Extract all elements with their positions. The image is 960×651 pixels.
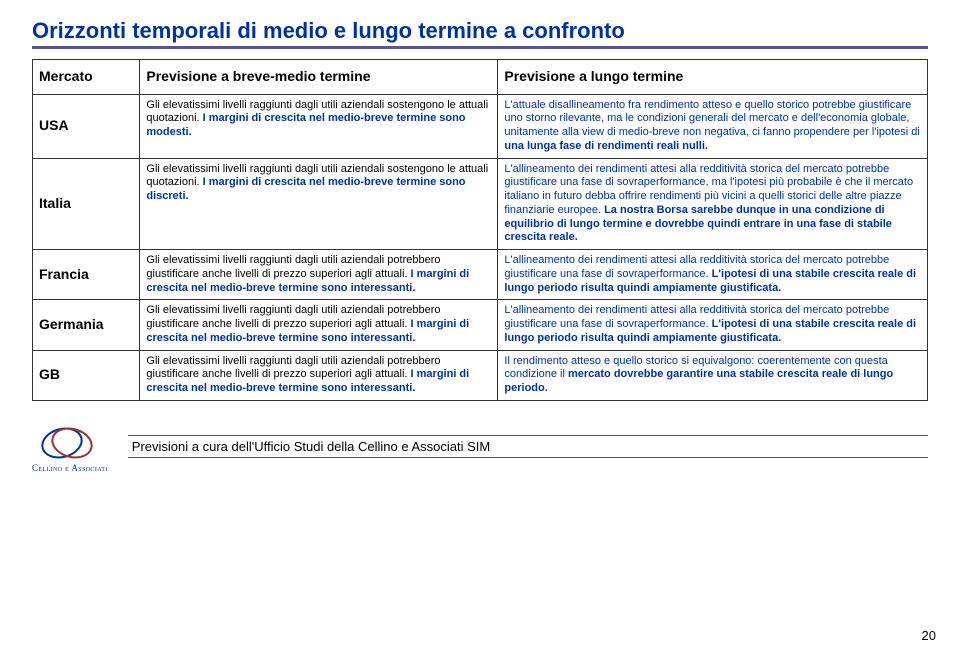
short-plain-text: Gli elevatissimi livelli raggiunti dagli… — [146, 304, 440, 330]
title-underline — [32, 46, 928, 49]
table-header-row: Mercato Previsione a breve-medio termine… — [33, 60, 928, 95]
long-term-cell: L'allineamento dei rendimenti attesi all… — [498, 158, 928, 250]
short-term-cell: Gli elevatissimi livelli raggiunti dagli… — [140, 300, 498, 350]
table-body: USA Gli elevatissimi livelli raggiunti d… — [33, 94, 928, 400]
header-long-term: Previsione a lungo termine — [498, 60, 928, 95]
market-cell: Francia — [33, 250, 140, 300]
market-cell: Italia — [33, 158, 140, 250]
long-term-cell: L'allineamento dei rendimenti attesi all… — [498, 250, 928, 300]
header-market: Mercato — [33, 60, 140, 95]
footer: Cellino e Associati Previsioni a cura de… — [32, 421, 928, 473]
page-title: Orizzonti temporali di medio e lungo ter… — [32, 18, 928, 44]
short-term-cell: Gli elevatissimi livelli raggiunti dagli… — [140, 350, 498, 400]
short-term-cell: Gli elevatissimi livelli raggiunti dagli… — [140, 94, 498, 158]
logo-block: Cellino e Associati — [32, 421, 108, 473]
table-row: Italia Gli elevatissimi livelli raggiunt… — [33, 158, 928, 250]
long-plain-text: L'attuale disallineamento fra rendimento… — [504, 99, 919, 139]
header-short-term: Previsione a breve-medio termine — [140, 60, 498, 95]
table-row: Francia Gli elevatissimi livelli raggiun… — [33, 250, 928, 300]
footer-caption: Previsioni a cura dell'Ufficio Studi del… — [128, 435, 928, 458]
table-row: GB Gli elevatissimi livelli raggiunti da… — [33, 350, 928, 400]
long-emph-text: una lunga fase di rendimenti reali nulli… — [504, 140, 708, 152]
market-cell: USA — [33, 94, 140, 158]
table-row: USA Gli elevatissimi livelli raggiunti d… — [33, 94, 928, 158]
short-plain-text: Gli elevatissimi livelli raggiunti dagli… — [146, 254, 440, 280]
short-plain-text: Gli elevatissimi livelli raggiunti dagli… — [146, 355, 440, 381]
long-term-cell: L'allineamento dei rendimenti attesi all… — [498, 300, 928, 350]
table-row: Germania Gli elevatissimi livelli raggiu… — [33, 300, 928, 350]
short-term-cell: Gli elevatissimi livelli raggiunti dagli… — [140, 250, 498, 300]
logo-icon — [32, 421, 106, 465]
market-cell: GB — [33, 350, 140, 400]
short-term-cell: Gli elevatissimi livelli raggiunti dagli… — [140, 158, 498, 250]
comparison-table: Mercato Previsione a breve-medio termine… — [32, 59, 928, 401]
long-term-cell: Il rendimento atteso e quello storico si… — [498, 350, 928, 400]
page-number: 20 — [922, 628, 936, 643]
market-cell: Germania — [33, 300, 140, 350]
long-term-cell: L'attuale disallineamento fra rendimento… — [498, 94, 928, 158]
